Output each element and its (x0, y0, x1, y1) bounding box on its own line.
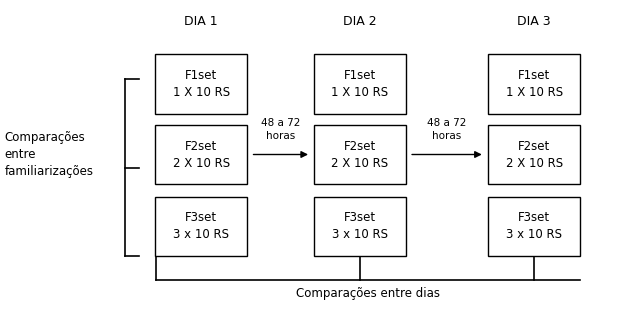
FancyBboxPatch shape (488, 125, 580, 184)
Text: 48 a 72
horas: 48 a 72 horas (427, 118, 466, 141)
FancyBboxPatch shape (488, 54, 580, 114)
Text: F2set
2 X 10 RS: F2set 2 X 10 RS (331, 139, 389, 170)
Text: F1set
1 X 10 RS: F1set 1 X 10 RS (506, 69, 562, 99)
FancyBboxPatch shape (314, 197, 406, 256)
Text: F3set
3 x 10 RS: F3set 3 x 10 RS (332, 211, 388, 241)
Text: F2set
2 X 10 RS: F2set 2 X 10 RS (173, 139, 230, 170)
FancyBboxPatch shape (488, 197, 580, 256)
Text: DIA 3: DIA 3 (517, 15, 551, 28)
Text: DIA 1: DIA 1 (184, 15, 218, 28)
Text: DIA 2: DIA 2 (343, 15, 376, 28)
FancyBboxPatch shape (155, 197, 247, 256)
FancyBboxPatch shape (155, 125, 247, 184)
FancyBboxPatch shape (314, 125, 406, 184)
Text: F2set
2 X 10 RS: F2set 2 X 10 RS (506, 139, 562, 170)
Text: F3set
3 x 10 RS: F3set 3 x 10 RS (506, 211, 562, 241)
Text: 48 a 72
horas: 48 a 72 horas (261, 118, 300, 141)
FancyBboxPatch shape (155, 54, 247, 114)
FancyBboxPatch shape (314, 54, 406, 114)
Text: F3set
3 x 10 RS: F3set 3 x 10 RS (173, 211, 229, 241)
Text: Comparações entre dias: Comparações entre dias (296, 287, 440, 300)
Text: F1set
1 X 10 RS: F1set 1 X 10 RS (173, 69, 230, 99)
Text: Comparações
entre
familiarizações: Comparações entre familiarizações (4, 131, 94, 178)
Text: F1set
1 X 10 RS: F1set 1 X 10 RS (331, 69, 389, 99)
